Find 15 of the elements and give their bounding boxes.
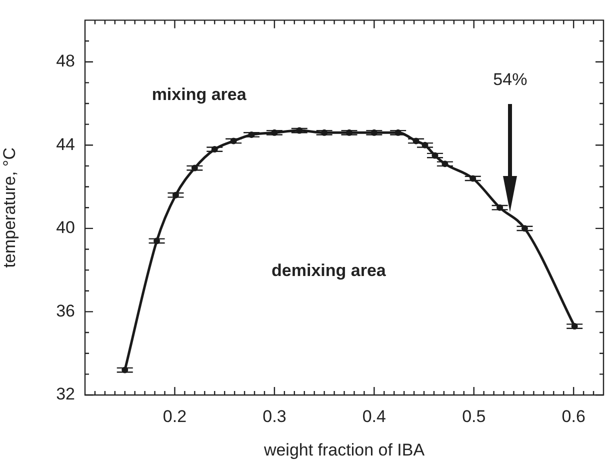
- x-tick-label: 0.4: [362, 406, 386, 426]
- y-axis-title: temperature, °C: [0, 148, 19, 268]
- annotation: demixing area: [272, 261, 386, 280]
- y-tick-label: 32: [56, 384, 75, 404]
- x-tick-label: 0.6: [562, 406, 586, 426]
- x-tick-label: 0.3: [262, 406, 286, 426]
- x-axis-title: weight fraction of IBA: [262, 440, 426, 460]
- annotation: mixing area: [152, 84, 247, 104]
- y-tick-label: 48: [56, 52, 75, 71]
- annotation: 54%: [493, 70, 528, 89]
- x-tick-label: 0.5: [462, 406, 486, 426]
- x-tick-label: 0.2: [162, 406, 187, 426]
- y-tick-label: 40: [56, 218, 75, 238]
- y-tick-label: 36: [56, 301, 75, 320]
- y-tick-label: 44: [56, 134, 75, 154]
